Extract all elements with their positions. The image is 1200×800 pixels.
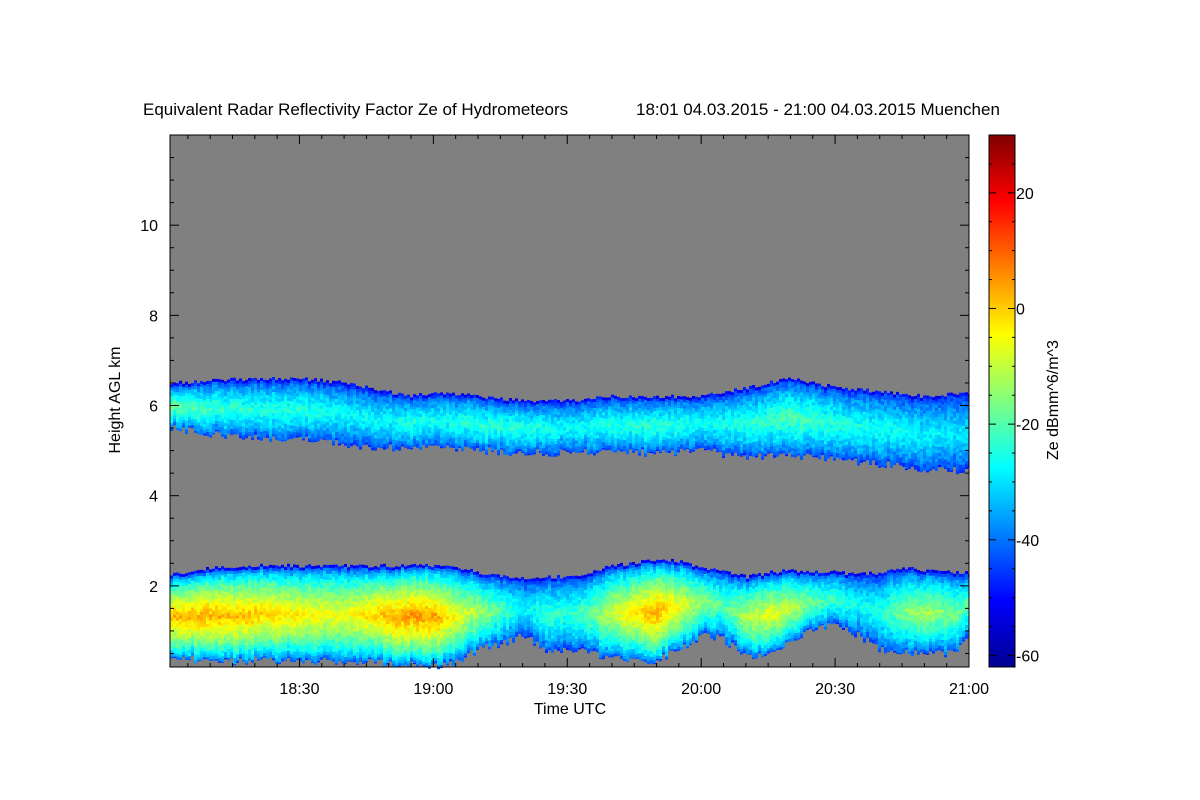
colorbar-label: Ze dBmm^6/m^3	[1045, 340, 1062, 460]
reflectivity-layer-lower	[170, 558, 969, 670]
colorbar-scale	[988, 134, 1016, 668]
x-tick-label: 19:00	[413, 681, 453, 698]
x-tick-label: 19:30	[547, 681, 587, 698]
y-tick-label: 6	[149, 399, 158, 416]
colorbar-tick-label: -20	[1016, 417, 1039, 434]
y-tick-label: 2	[149, 579, 158, 596]
colorbar-tick-label: 20	[1016, 186, 1034, 203]
y-tick-label: 4	[149, 489, 158, 506]
y-axis: 2 4 6 8 10	[140, 134, 969, 654]
chart-subtitle: 18:01 04.03.2015 - 21:00 04.03.2015 Muen…	[636, 100, 1000, 119]
colorbar-tick-label: 0	[1016, 301, 1025, 318]
reflectivity-layer-upper	[170, 377, 969, 475]
plot-area	[169, 134, 970, 670]
x-tick-label: 18:30	[279, 681, 319, 698]
y-tick-label: 8	[149, 308, 158, 325]
plot-frame	[169, 134, 970, 668]
colorbar: 20 0 -20 -40 -60	[988, 134, 1039, 668]
chart-title: Equivalent Radar Reflectivity Factor Ze …	[143, 100, 568, 119]
y-axis-label: Height AGL km	[107, 346, 124, 453]
colorbar-tick-label: -60	[1016, 648, 1039, 665]
x-tick-label: 21:00	[949, 681, 989, 698]
x-axis-label: Time UTC	[534, 701, 606, 718]
y-tick-label: 10	[140, 218, 158, 235]
x-tick-label: 20:00	[681, 681, 721, 698]
x-tick-label: 20:30	[815, 681, 855, 698]
x-axis: 18:30 19:00 19:30 20:00 20:30 21:00	[187, 135, 989, 698]
colorbar-tick-label: -40	[1016, 533, 1039, 550]
